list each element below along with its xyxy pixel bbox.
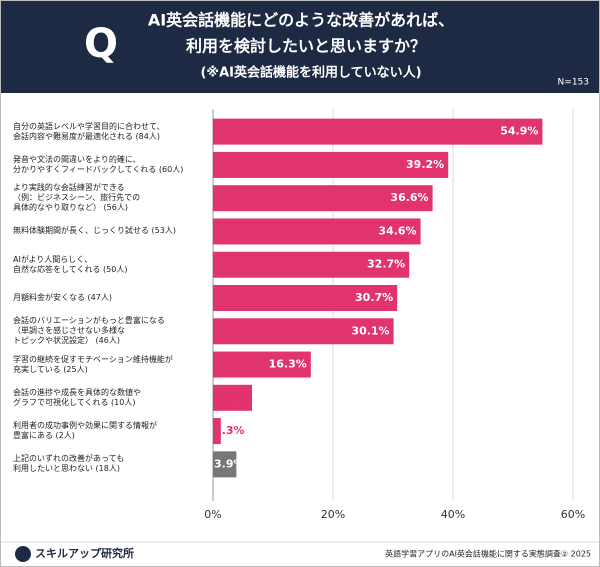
- value-label: 3.9%: [214, 457, 245, 470]
- x-tick-label: 60%: [561, 508, 585, 521]
- x-tick-label: 40%: [441, 508, 465, 521]
- category-label: 発音や文法の間違いをより的確に、 分かりやすくフィードバックしてくれる (60人…: [13, 154, 184, 174]
- value-label: 39.2%: [406, 158, 444, 171]
- x-tick-label: 20%: [321, 508, 345, 521]
- bar: [213, 218, 421, 245]
- source: 英語学習アプリのAI英会話機能に関する実態調査② 2025: [385, 549, 591, 559]
- value-label: 54.9%: [500, 125, 538, 138]
- value-label: 34.6%: [378, 224, 416, 237]
- value-label: 36.6%: [390, 191, 428, 204]
- category-label: 自分の英語レベルや学習目的に合わせて、 会話内容や難易度が最適化される (84人…: [13, 121, 165, 141]
- value-label: 6.5%: [214, 391, 245, 404]
- q-mark: Q: [84, 21, 118, 67]
- category-label: 上記のいずれの改善があっても 利用したいと思わない (18人): [13, 454, 125, 474]
- title-line: (※AI英会話機能を利用していない人): [200, 65, 421, 81]
- value-label: 1.3%: [214, 424, 245, 437]
- logo-icon: [15, 546, 31, 562]
- category-label: 無料体験期間が長く、じっくり試せる (53人): [13, 226, 176, 236]
- category-label: 会話の進捗や成長を具体的な数値や グラフで可視化してくれる (10人): [13, 387, 141, 407]
- bar: [213, 185, 433, 212]
- bar: [213, 285, 398, 311]
- header: [1, 1, 599, 93]
- bar: [213, 118, 543, 145]
- category-label: 月額料金が安くなる (47人): [13, 293, 112, 302]
- bar: [213, 151, 449, 178]
- title-line: 利用を検討したいと思いますか？: [186, 37, 426, 56]
- brand: スキルアップ研究所: [35, 546, 134, 560]
- value-label: 16.3%: [269, 358, 307, 371]
- category-label: AIがより人間らしく、 自然な応答をしてくれる (50人): [13, 254, 128, 274]
- sample-size: N=153: [558, 78, 589, 88]
- category-label: 利用者の成功事例や効果に関する情報が 豊富にある (2人): [13, 421, 157, 441]
- bar: [213, 318, 394, 345]
- title-line: AI英会話機能にどのような改善があれば、: [148, 11, 454, 30]
- value-label: 30.7%: [355, 291, 393, 304]
- category-label: 会話のバリエーションがもっと豊富になる （単調さを感じさせない多様な トピックや…: [13, 316, 165, 346]
- x-tick-label: 0%: [204, 508, 221, 521]
- bar: [213, 451, 237, 478]
- category-label: より実践的な会話練習ができる （例：ビジネスシーン、旅行先での 具体的なやり取り…: [13, 183, 141, 213]
- bar: [213, 351, 311, 378]
- category-label: 学習の継続を促すモチベーション維持機能が 充実している (25人): [13, 354, 173, 374]
- bar: [213, 251, 410, 278]
- value-label: 32.7%: [367, 258, 405, 271]
- bar: [213, 418, 221, 445]
- bar: [213, 384, 252, 411]
- value-label: 30.1%: [351, 324, 389, 337]
